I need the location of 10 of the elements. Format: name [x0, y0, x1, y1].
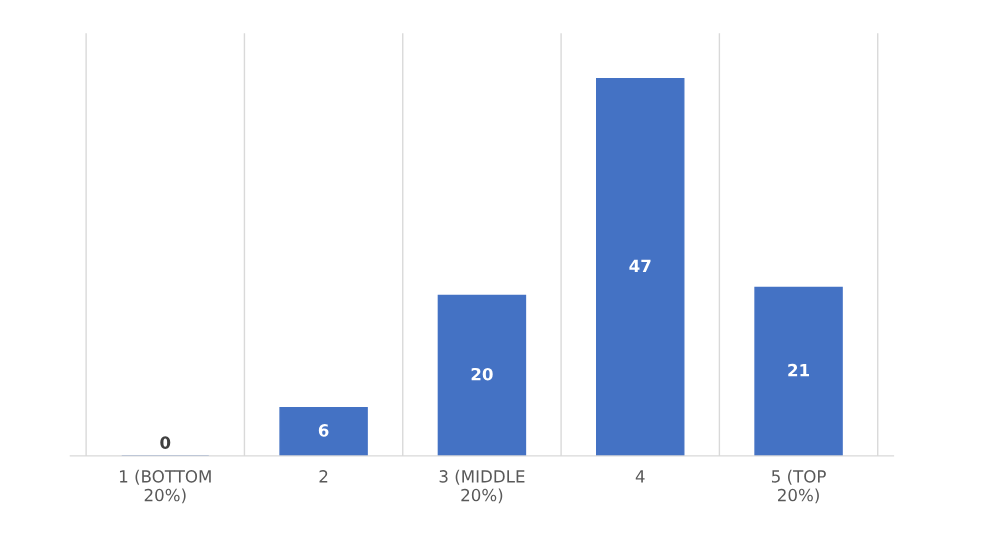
data-label: 47	[629, 259, 651, 272]
x-tick-label: 1 (BOTTOM 20%)	[119, 469, 211, 504]
data-label: 21	[788, 363, 810, 377]
data-label: 20	[471, 367, 493, 381]
data-label: 6	[318, 424, 329, 437]
x-tick-label: 4	[635, 470, 645, 483]
x-tick-label: 5 (TOP 20%)	[771, 469, 826, 504]
data-label: 0	[160, 436, 171, 449]
x-tick-label: 2	[319, 470, 328, 483]
x-tick-label: 3 (MIDDLE 20%)	[439, 469, 525, 504]
